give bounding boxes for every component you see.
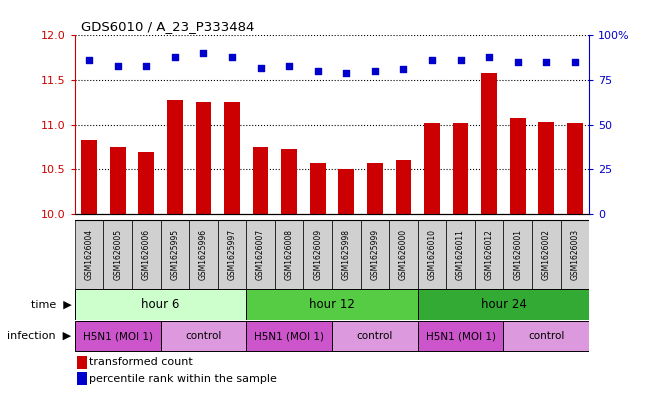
Bar (110, 147, 126, 214)
Text: percentile rank within the sample: percentile rank within the sample (89, 374, 277, 384)
Bar (481, 73, 497, 214)
Bar (253, 147, 268, 214)
Bar (310, 163, 326, 214)
Text: control: control (357, 331, 393, 341)
Bar (161, 220, 189, 288)
Point (570, 59, 580, 65)
Bar (339, 169, 354, 214)
Point (198, 50, 208, 56)
Point (484, 54, 494, 60)
Bar (132, 220, 161, 288)
Bar (396, 160, 411, 214)
Bar (475, 220, 503, 288)
Text: GSM1626000: GSM1626000 (399, 229, 408, 280)
Text: GSM1626006: GSM1626006 (142, 229, 151, 280)
Text: H5N1 (MOI 1): H5N1 (MOI 1) (426, 331, 495, 341)
Point (541, 59, 551, 65)
Bar (75, 289, 246, 320)
Bar (246, 289, 418, 320)
Point (512, 59, 523, 65)
Text: GSM1626001: GSM1626001 (513, 229, 522, 280)
Text: GSM1626005: GSM1626005 (113, 229, 122, 280)
Bar (418, 289, 589, 320)
Text: hour 6: hour 6 (141, 298, 180, 311)
Point (170, 54, 180, 60)
Text: H5N1 (MOI 1): H5N1 (MOI 1) (254, 331, 324, 341)
Bar (361, 220, 389, 288)
Text: transformed count: transformed count (89, 357, 193, 367)
Bar (389, 220, 418, 288)
Bar (503, 321, 589, 351)
Bar (510, 118, 525, 214)
Point (312, 68, 323, 74)
Text: GSM1626010: GSM1626010 (428, 229, 437, 280)
Bar (139, 152, 154, 214)
Bar (189, 220, 217, 288)
Point (341, 70, 352, 76)
Text: control: control (186, 331, 221, 341)
Text: GSM1625995: GSM1625995 (171, 229, 180, 280)
Bar (217, 220, 246, 288)
Text: GSM1626011: GSM1626011 (456, 229, 465, 280)
Bar (332, 321, 418, 351)
Text: GSM1626003: GSM1626003 (570, 229, 579, 280)
Bar (367, 163, 383, 214)
Text: GSM1625996: GSM1625996 (199, 229, 208, 280)
Bar (224, 103, 240, 214)
Bar (77, 356, 87, 369)
Text: H5N1 (MOI 1): H5N1 (MOI 1) (83, 331, 153, 341)
Bar (561, 220, 589, 288)
Bar (275, 220, 303, 288)
Text: GSM1626002: GSM1626002 (542, 229, 551, 280)
Bar (81, 140, 97, 214)
Bar (246, 321, 332, 351)
Bar (167, 100, 183, 214)
Bar (77, 372, 87, 386)
Text: hour 12: hour 12 (309, 298, 355, 311)
Text: GSM1626009: GSM1626009 (313, 229, 322, 280)
Bar (303, 220, 332, 288)
Point (427, 57, 437, 64)
Point (227, 54, 237, 60)
Point (141, 62, 152, 69)
Text: GSM1626004: GSM1626004 (85, 229, 94, 280)
Bar (452, 123, 469, 214)
Text: hour 24: hour 24 (480, 298, 527, 311)
Point (456, 57, 466, 64)
Text: GDS6010 / A_23_P333484: GDS6010 / A_23_P333484 (81, 20, 255, 33)
Bar (281, 149, 297, 214)
Point (113, 62, 123, 69)
Bar (567, 123, 583, 214)
Text: GSM1626007: GSM1626007 (256, 229, 265, 280)
Bar (332, 220, 361, 288)
Bar (161, 321, 246, 351)
Bar (447, 220, 475, 288)
Text: GSM1625997: GSM1625997 (227, 229, 236, 280)
Text: time  ▶: time ▶ (31, 299, 72, 309)
Bar (75, 321, 161, 351)
Bar (418, 321, 503, 351)
Text: control: control (528, 331, 564, 341)
Text: infection  ▶: infection ▶ (7, 331, 72, 341)
Bar (195, 103, 212, 214)
Bar (424, 123, 440, 214)
Text: GSM1625999: GSM1625999 (370, 229, 380, 280)
Point (255, 64, 266, 71)
Text: GSM1626012: GSM1626012 (484, 229, 493, 280)
Point (370, 68, 380, 74)
Bar (538, 122, 554, 214)
Bar (75, 220, 104, 288)
Text: GSM1625998: GSM1625998 (342, 229, 351, 280)
Text: GSM1626008: GSM1626008 (284, 229, 294, 280)
Bar (418, 220, 447, 288)
Bar (246, 220, 275, 288)
Bar (532, 220, 561, 288)
Bar (104, 220, 132, 288)
Bar (503, 220, 532, 288)
Point (398, 66, 409, 72)
Point (284, 62, 294, 69)
Point (84, 57, 94, 64)
